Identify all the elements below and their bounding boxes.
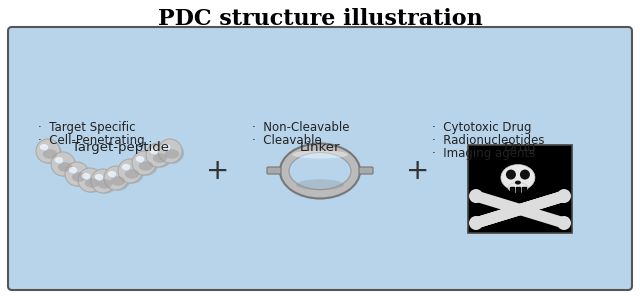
Ellipse shape [111,176,125,186]
Circle shape [557,189,571,203]
Circle shape [158,139,182,163]
Ellipse shape [134,154,158,176]
Ellipse shape [139,161,153,171]
Ellipse shape [38,142,62,164]
Text: Drug: Drug [504,141,536,154]
Text: ·  Cleavable: · Cleavable [252,134,322,147]
Ellipse shape [55,157,63,163]
Text: ·  Radionucleotides: · Radionucleotides [432,134,545,147]
Ellipse shape [84,178,99,188]
FancyBboxPatch shape [267,167,281,174]
FancyBboxPatch shape [522,186,526,192]
Ellipse shape [72,172,86,182]
Circle shape [132,151,156,175]
Ellipse shape [120,162,144,184]
Ellipse shape [165,149,179,159]
Circle shape [520,170,530,180]
Ellipse shape [80,171,104,193]
Ellipse shape [148,146,172,168]
FancyBboxPatch shape [516,186,520,192]
Ellipse shape [69,167,77,173]
Text: ·  Cytotoxic Drug: · Cytotoxic Drug [432,121,531,134]
Ellipse shape [150,148,158,154]
Ellipse shape [292,150,348,159]
Ellipse shape [40,144,48,150]
Circle shape [91,169,115,193]
Circle shape [78,168,102,192]
Ellipse shape [289,152,351,189]
Circle shape [36,139,60,163]
Ellipse shape [162,144,170,150]
Circle shape [84,174,90,180]
Circle shape [506,170,516,180]
Circle shape [72,168,77,174]
FancyBboxPatch shape [8,27,632,290]
Ellipse shape [106,169,130,191]
Circle shape [469,189,483,203]
Text: +: + [406,157,429,185]
Circle shape [146,143,170,167]
Text: +: + [206,157,230,185]
Ellipse shape [95,174,103,180]
Circle shape [110,172,116,178]
Ellipse shape [136,156,144,162]
Circle shape [557,216,571,230]
Ellipse shape [160,142,184,164]
Ellipse shape [153,153,167,163]
Circle shape [469,216,483,230]
FancyBboxPatch shape [468,145,572,233]
Circle shape [152,149,157,155]
Text: ·  Non-Cleavable: · Non-Cleavable [252,121,349,134]
Ellipse shape [98,179,112,189]
Circle shape [138,157,143,163]
Text: ·  Cell-Penetrating: · Cell-Penetrating [38,134,145,147]
Ellipse shape [280,144,360,199]
Ellipse shape [125,169,140,179]
Ellipse shape [508,183,528,193]
Ellipse shape [501,165,535,191]
Circle shape [104,166,128,190]
Circle shape [124,165,130,170]
Ellipse shape [108,171,116,177]
Ellipse shape [515,181,521,185]
Circle shape [97,175,102,181]
Circle shape [65,162,89,186]
Text: PDC structure illustration: PDC structure illustration [157,8,483,30]
Circle shape [42,145,47,151]
Circle shape [164,145,170,151]
Ellipse shape [53,155,77,177]
Ellipse shape [122,164,130,170]
FancyBboxPatch shape [359,167,373,174]
Circle shape [51,152,75,176]
Ellipse shape [82,173,90,179]
Ellipse shape [67,165,91,187]
Text: Linker: Linker [300,141,340,154]
Text: ·  Imaging agents: · Imaging agents [432,147,536,160]
Text: ·  Target Specific: · Target Specific [38,121,136,134]
Ellipse shape [43,149,57,159]
Ellipse shape [296,179,344,190]
Text: Target-peptide: Target-peptide [72,141,168,154]
Circle shape [58,158,63,164]
Ellipse shape [58,162,72,172]
Circle shape [118,159,142,183]
FancyBboxPatch shape [510,186,514,192]
Ellipse shape [93,172,117,194]
